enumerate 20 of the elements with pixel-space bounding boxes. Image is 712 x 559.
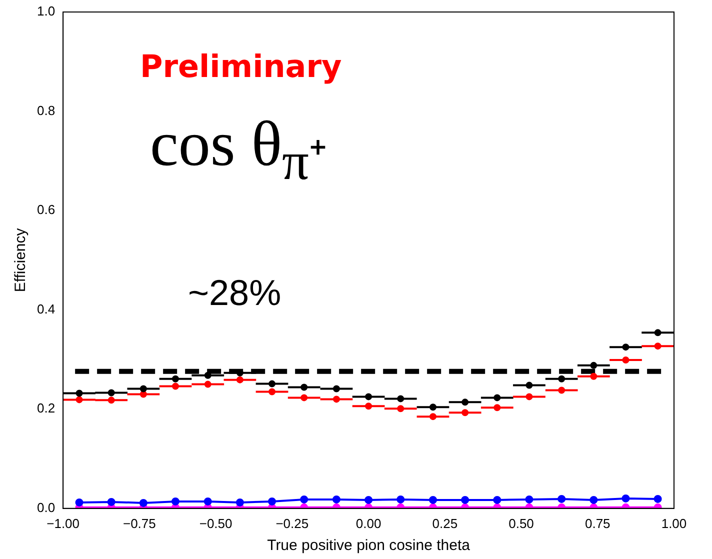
x-tick-label: 0.00 xyxy=(356,516,382,531)
annotation: Preliminary xyxy=(140,49,342,85)
annotation: ~28% xyxy=(188,272,282,313)
x-tick-label: 0.75 xyxy=(584,516,610,531)
x-tick-label: −0.75 xyxy=(122,516,156,531)
y-axis-title: Efficiency xyxy=(12,228,30,292)
x-tick-label: −0.25 xyxy=(276,516,309,531)
y-tick-label: 0.2 xyxy=(36,400,56,416)
x-axis-title: True positive pion cosine theta xyxy=(267,537,471,554)
y-tick-label: 0.4 xyxy=(36,301,56,316)
y-tick-label: 0.0 xyxy=(36,500,56,515)
x-tick-label: 0.25 xyxy=(432,516,458,531)
annotation: cos θ$_{π⁺}$ xyxy=(150,108,327,191)
x-tick-label: −0.50 xyxy=(199,516,232,531)
x-tick-label: 1.00 xyxy=(661,516,687,531)
x-tick-label: −1.00 xyxy=(46,516,80,531)
y-tick-label: 0.6 xyxy=(36,202,56,218)
y-tick-label: 1.0 xyxy=(36,4,56,19)
x-tick-label: 0.50 xyxy=(508,516,534,531)
y-tick-label: 0.8 xyxy=(36,102,56,118)
